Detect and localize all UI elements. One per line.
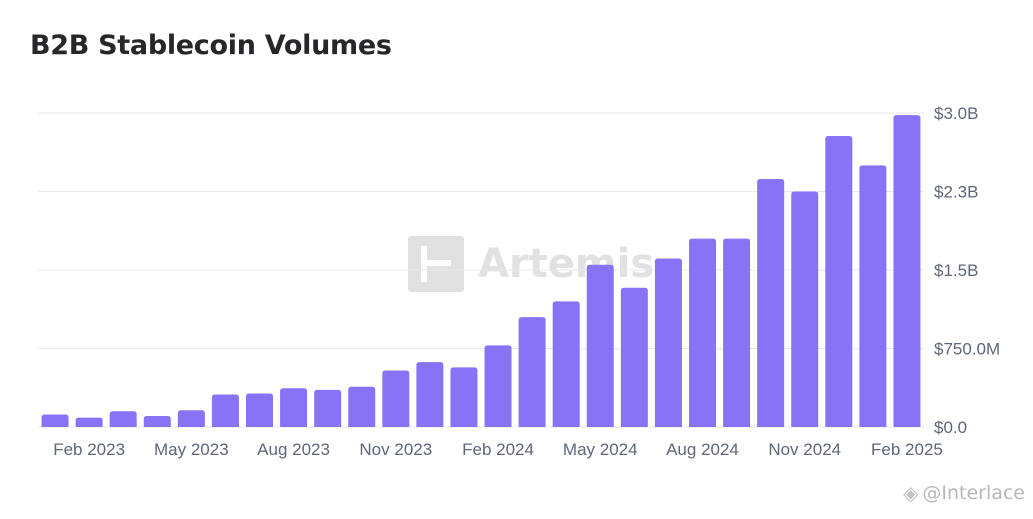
bar[interactable]: Dec 2024 bbox=[825, 136, 853, 427]
bar[interactable]: Apr 2023 bbox=[143, 416, 171, 427]
bar[interactable]: Jul 2024 bbox=[654, 258, 682, 427]
bar[interactable]: Aug 2024 bbox=[689, 238, 716, 427]
artemis-logo-icon bbox=[408, 236, 464, 292]
y-tick-label: $750.0M bbox=[934, 340, 1000, 359]
bar[interactable]: Jun 2023 bbox=[211, 394, 239, 427]
binance-diamond-icon: ◈ bbox=[902, 481, 919, 505]
bar[interactable]: Jul 2023 bbox=[246, 393, 273, 427]
x-tick-label: Feb 2024 bbox=[462, 440, 534, 459]
grid-lines bbox=[38, 112, 924, 428]
bar[interactable]: Feb 2024 bbox=[484, 345, 512, 427]
y-tick-label: $2.3B bbox=[934, 183, 978, 202]
x-tick-label: Feb 2025 bbox=[871, 440, 943, 459]
bar[interactable]: May 2024 bbox=[586, 264, 614, 427]
bar[interactable]: Feb 2025 bbox=[893, 115, 921, 428]
bar[interactable]: Mar 2024 bbox=[518, 317, 546, 427]
y-tick-label: $1.5B bbox=[934, 261, 978, 280]
x-tick-label: Aug 2024 bbox=[666, 440, 739, 459]
x-tick-label: Feb 2023 bbox=[53, 440, 125, 459]
bar[interactable]: Feb 2023 bbox=[75, 417, 103, 427]
bar[interactable]: Aug 2023 bbox=[280, 388, 308, 427]
bar[interactable]: Dec 2023 bbox=[416, 362, 444, 427]
bar[interactable]: Apr 2024 bbox=[552, 301, 580, 427]
chart-title: B2B Stablecoin Volumes bbox=[30, 30, 392, 61]
y-tick-label: $0.0 bbox=[934, 418, 967, 437]
x-tick-label: Aug 2023 bbox=[257, 440, 330, 459]
bar[interactable]: Jan 2023 bbox=[41, 414, 69, 427]
bar[interactable]: Jan 2025 bbox=[859, 165, 887, 428]
watermark-text: Artemis bbox=[478, 241, 655, 287]
y-axis-ticks: $0.0 $750.0M $1.5B $2.3B $3.0B bbox=[934, 104, 1000, 437]
x-tick-label: Nov 2023 bbox=[359, 440, 432, 459]
bar[interactable]: Sep 2023 bbox=[314, 389, 342, 427]
bar[interactable]: Jan 2024 bbox=[450, 367, 478, 427]
credit-text: @Interlace bbox=[922, 482, 1025, 504]
x-axis-ticks: Feb 2023 May 2023 Aug 2023 Nov 2023 Feb 2024… bbox=[53, 440, 943, 459]
bar[interactable]: Nov 2024 bbox=[791, 191, 819, 428]
x-tick-label: May 2023 bbox=[154, 440, 229, 459]
bar-series: Jan 2023 Feb 2023 Mar 2023 Apr 2023 May 2023… bbox=[41, 115, 921, 428]
x-tick-label: Nov 2024 bbox=[768, 440, 841, 459]
artemis-watermark: Artemis bbox=[408, 236, 654, 292]
credit-watermark: ◈ @Interlace bbox=[903, 481, 1025, 505]
y-tick-label: $3.0B bbox=[934, 104, 978, 123]
x-tick-label: May 2024 bbox=[563, 440, 638, 459]
bar[interactable]: Jun 2024 bbox=[620, 287, 648, 427]
bar[interactable]: May 2023 bbox=[177, 410, 205, 427]
bar[interactable]: Mar 2023 bbox=[109, 411, 137, 427]
bar[interactable]: Nov 2023 bbox=[382, 370, 410, 427]
bar[interactable]: Oct 2024 bbox=[757, 178, 785, 427]
bar[interactable]: Sep 2024 bbox=[723, 238, 751, 427]
bar[interactable]: Oct 2023 bbox=[348, 386, 376, 427]
